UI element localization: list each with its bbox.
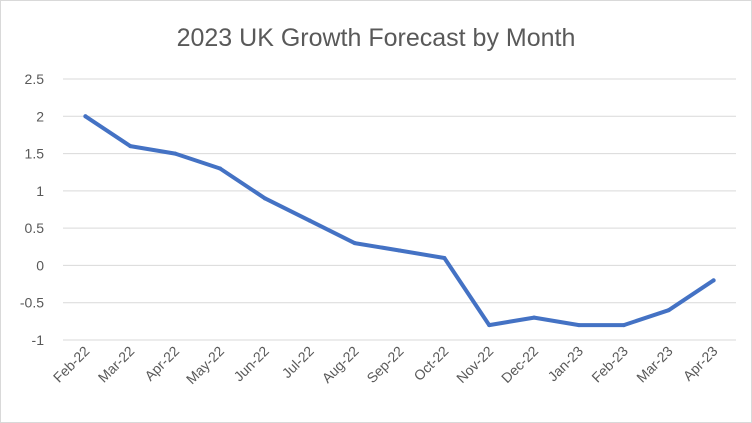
y-tick-label: 0.5: [25, 220, 45, 236]
data-point: [532, 315, 537, 320]
y-axis-ticks: 2.5 2 1.5 1 0.5 0 -0.5 -1: [20, 71, 44, 348]
data-point: [621, 323, 626, 328]
x-tick-label: Jun-22: [230, 343, 272, 385]
x-tick-label: Jul-22: [279, 343, 317, 381]
x-tick-label: Dec-22: [498, 343, 541, 386]
data-point: [83, 114, 88, 119]
y-tick-label: 1: [36, 183, 44, 199]
data-point: [173, 151, 178, 156]
data-point: [128, 144, 133, 149]
data-point: [262, 196, 267, 201]
data-point: [711, 278, 716, 283]
series-line: [83, 114, 716, 328]
data-point: [307, 218, 312, 223]
x-tick-label: Nov-22: [453, 343, 496, 386]
x-tick-label: Feb-22: [50, 343, 93, 386]
y-tick-label: 2: [36, 108, 44, 124]
series-layer: [83, 114, 716, 328]
y-tick-label: -1: [32, 332, 45, 348]
x-tick-label: Mar-23: [633, 343, 676, 386]
x-tick-label: May-22: [183, 343, 227, 387]
x-tick-label: Apr-22: [141, 343, 182, 384]
chart-title: 2023 UK Growth Forecast by Month: [177, 24, 576, 52]
data-point: [218, 166, 223, 171]
y-tick-label: 2.5: [25, 71, 45, 87]
data-point: [442, 255, 447, 260]
data-point: [576, 323, 581, 328]
x-tick-label: Apr-23: [680, 343, 721, 384]
y-tick-label: -0.5: [20, 295, 44, 311]
x-tick-label: Feb-23: [588, 343, 631, 386]
x-axis-ticks: Feb-22 Mar-22 Apr-22 May-22 Jun-22 Jul-22 Aug-…: [50, 343, 721, 387]
data-point: [666, 308, 671, 313]
data-point: [352, 241, 357, 246]
y-tick-label: 1.5: [25, 146, 45, 162]
x-tick-label: Aug-22: [319, 343, 362, 386]
gridlines: [63, 78, 736, 341]
data-point: [397, 248, 402, 253]
x-tick-label: Sep-22: [363, 343, 406, 386]
x-tick-label: Oct-22: [410, 343, 451, 384]
x-tick-label: Mar-22: [95, 343, 138, 386]
x-tick-label: Jan-23: [545, 343, 587, 385]
y-tick-label: 0: [36, 257, 44, 273]
data-point: [487, 323, 492, 328]
